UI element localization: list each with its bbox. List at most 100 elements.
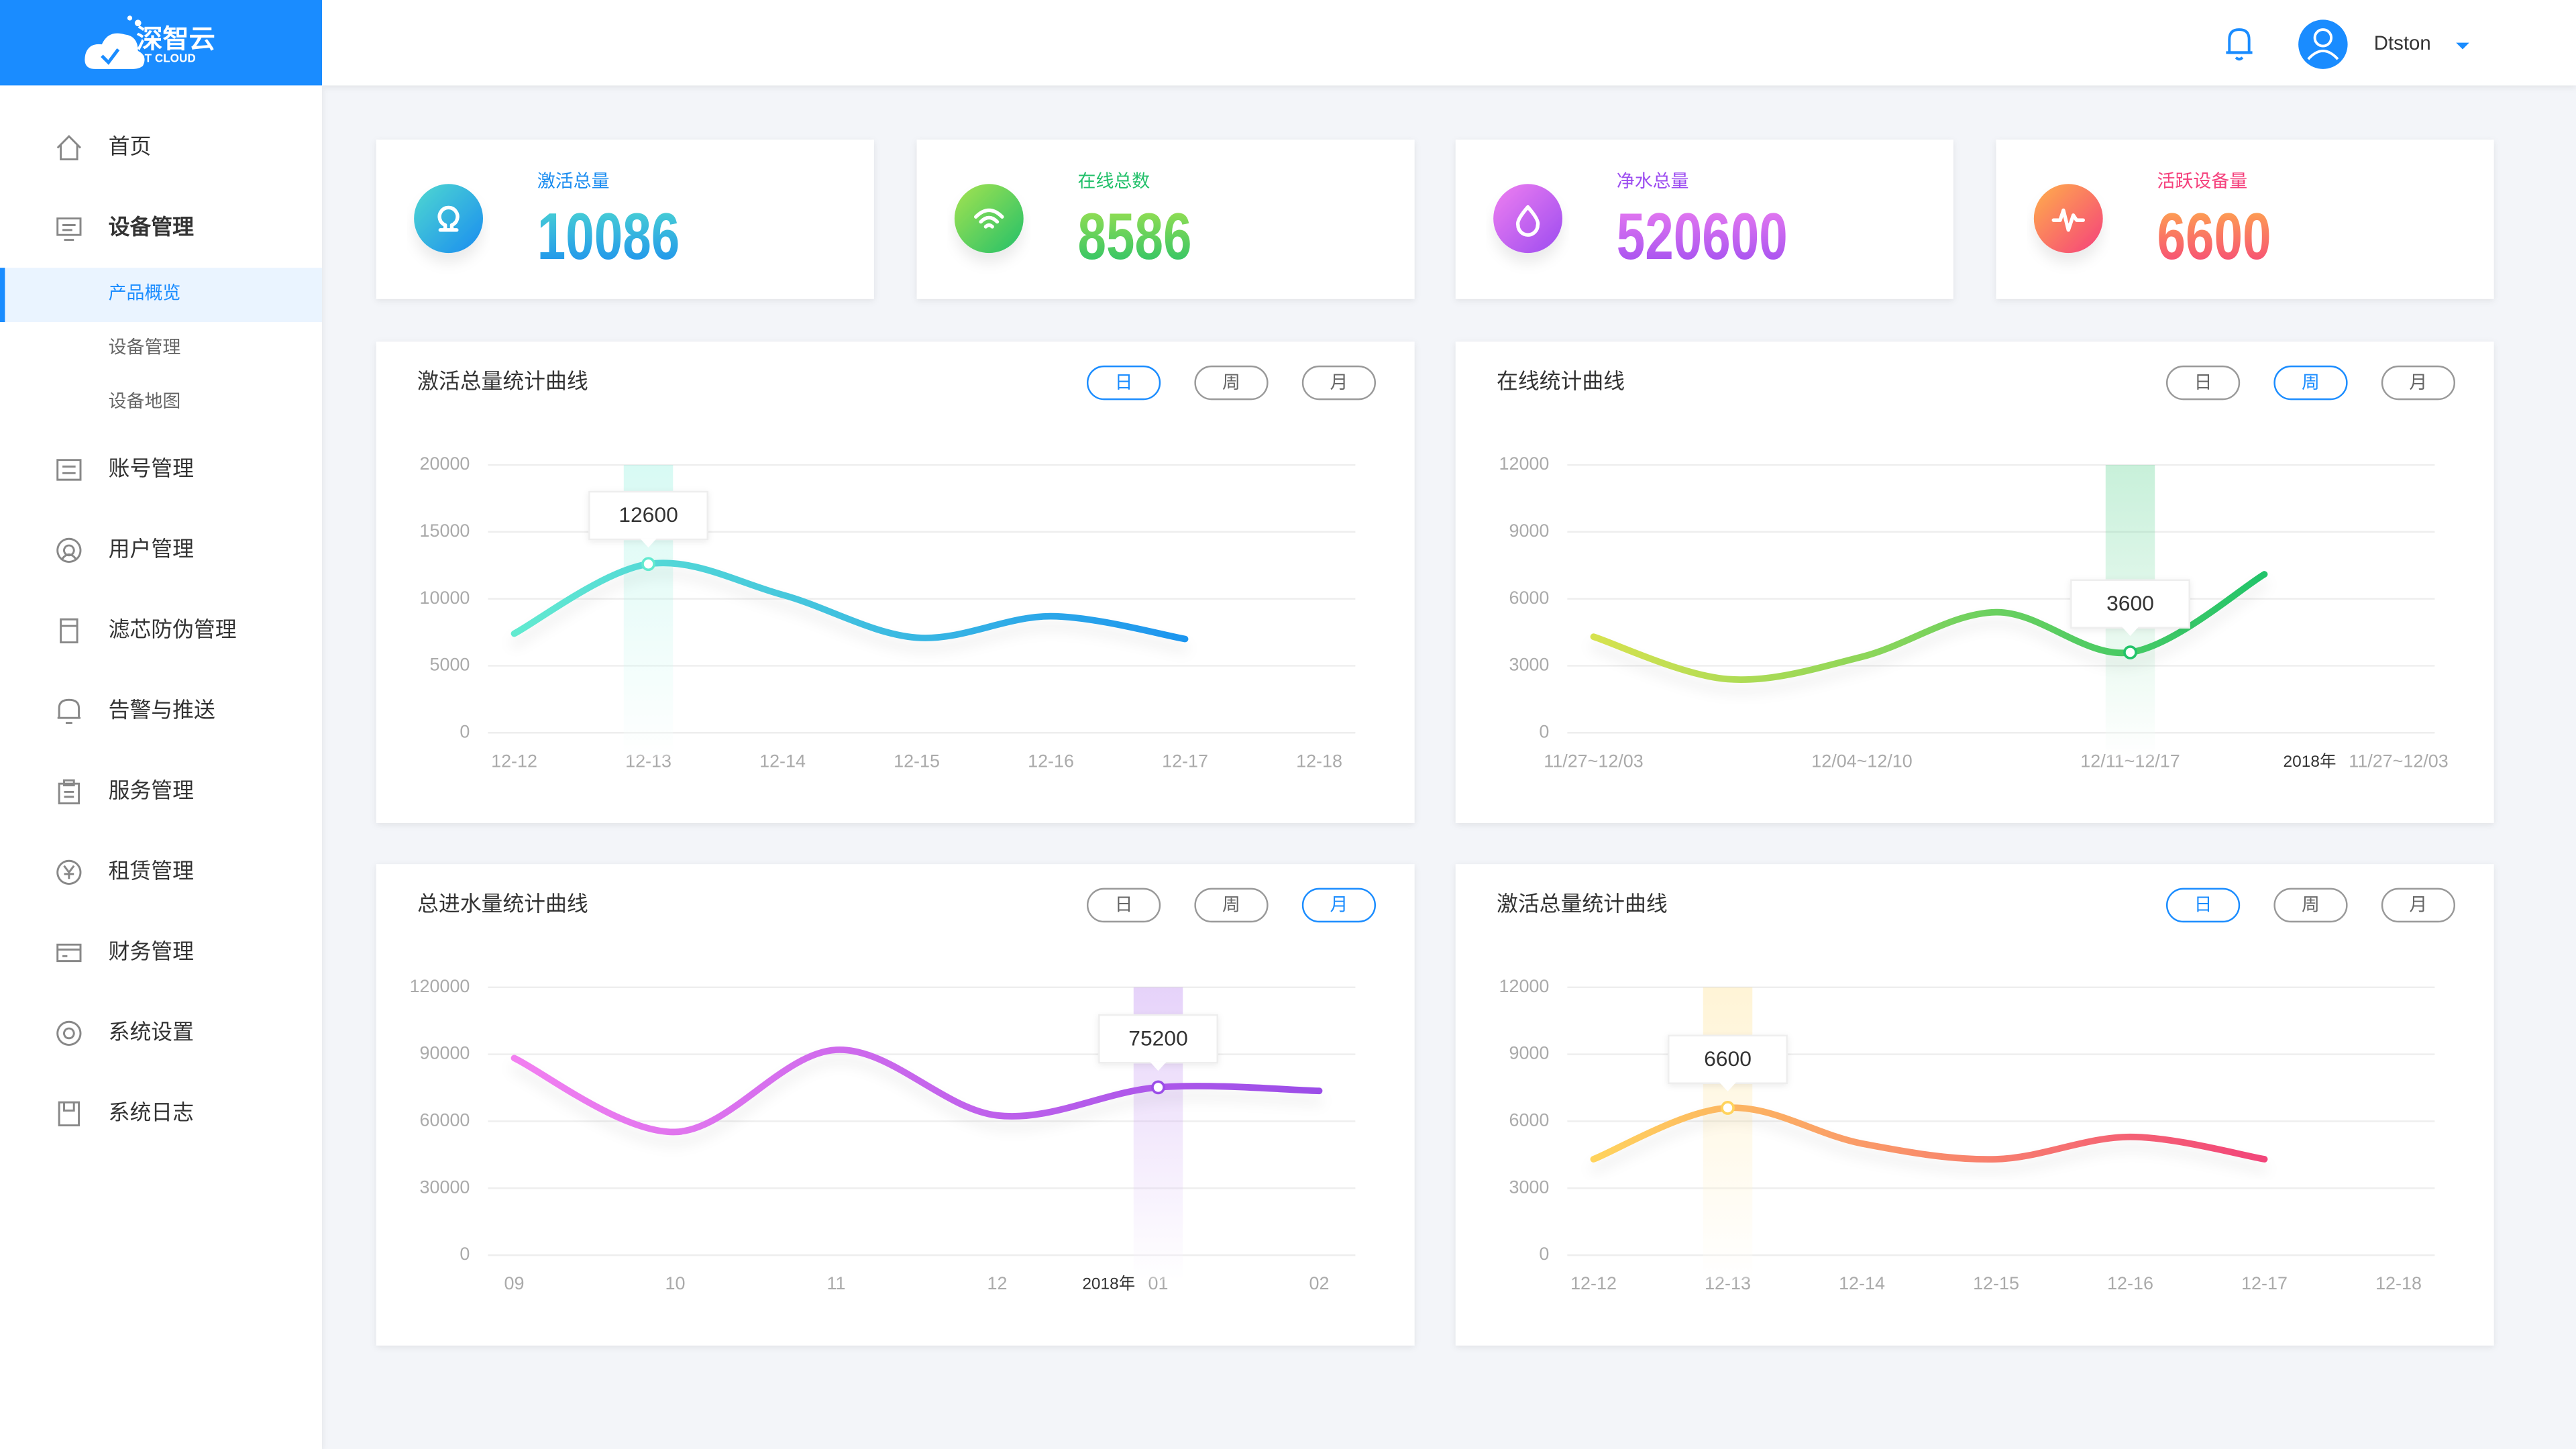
tooltip-box <box>2070 579 2190 629</box>
tab-button[interactable] <box>2273 365 2348 400</box>
stat-label: 活跃设备量 <box>2157 171 2248 191</box>
menu-active-bg <box>0 268 322 322</box>
y-tick-label: 0 <box>460 721 470 741</box>
menu-item[interactable]: 产品概览 <box>109 282 181 303</box>
tab-label[interactable]: 日 <box>2194 372 2212 392</box>
user-name[interactable]: Dtston <box>2374 32 2431 54</box>
tab-label[interactable]: 月 <box>1330 372 1348 392</box>
tooltip-arrow <box>640 538 657 548</box>
stat-icon <box>974 208 1004 229</box>
x-tick-label: 12-16 <box>1028 751 1074 771</box>
tab-label[interactable]: 月 <box>2409 372 2427 392</box>
logo-icon <box>85 15 145 69</box>
tab-button[interactable] <box>1087 888 1161 923</box>
menu-item[interactable]: 系统日志 <box>109 1100 194 1124</box>
tab-button[interactable] <box>2165 888 2241 923</box>
highlight-point <box>1721 1101 1735 1115</box>
tab-label[interactable]: 日 <box>1115 895 1133 915</box>
stat-icon-bg <box>2033 184 2103 254</box>
menu-icon <box>56 1020 82 1046</box>
tooltip-value: 75200 <box>1128 1026 1188 1050</box>
chart-panel <box>376 864 1415 1346</box>
stat-label: 在线总数 <box>1078 171 1150 191</box>
y-tick-label: 30000 <box>420 1177 470 1197</box>
menu-icon <box>56 943 82 963</box>
tab-label[interactable]: 日 <box>1115 372 1133 392</box>
y-tick-label: 60000 <box>420 1110 470 1130</box>
menu-item[interactable]: 滤芯防伪管理 <box>109 617 237 641</box>
menu-item[interactable]: 系统设置 <box>109 1020 194 1044</box>
menu-icon <box>56 217 82 241</box>
tab-button[interactable] <box>1087 365 1161 400</box>
year-annotation: 2018年 <box>1082 1275 1135 1293</box>
menu-icon <box>58 779 80 805</box>
tooltip-arrow <box>1150 1061 1167 1071</box>
tab-button[interactable] <box>2381 365 2456 400</box>
tab-button[interactable] <box>1301 365 1377 400</box>
y-tick-label: 9000 <box>1509 1043 1549 1063</box>
y-tick-label: 120000 <box>410 976 470 996</box>
menu-item[interactable]: 财务管理 <box>109 939 194 963</box>
tab-button[interactable] <box>2381 888 2456 923</box>
tab-label[interactable]: 周 <box>2302 372 2320 392</box>
x-tick-label: 12-14 <box>759 751 806 771</box>
menu-icon <box>56 859 82 885</box>
stat-label: 激活总量 <box>537 171 610 191</box>
tooltip-value: 6600 <box>1704 1046 1752 1071</box>
x-tick-label: 12-12 <box>491 751 537 771</box>
tooltip-value: 3600 <box>2106 591 2154 615</box>
chart-panel <box>1455 864 2494 1346</box>
y-tick-label: 5000 <box>430 655 470 675</box>
menu-item[interactable]: 账号管理 <box>109 456 194 480</box>
tab-button[interactable] <box>2273 888 2348 923</box>
y-tick-label: 10000 <box>420 588 470 608</box>
stat-icon-bg <box>414 184 483 254</box>
menu-item[interactable]: 服务管理 <box>109 778 194 802</box>
chart-panel <box>376 341 1415 823</box>
tab-label[interactable]: 日 <box>2194 895 2212 915</box>
tab-button[interactable] <box>1194 888 1269 923</box>
menu-item[interactable]: 设备管理 <box>109 215 194 239</box>
x-tick-label: 10 <box>665 1273 686 1293</box>
line-series <box>511 1046 1323 1136</box>
user-caret[interactable] <box>2456 42 2469 50</box>
bell-button[interactable] <box>2226 28 2253 61</box>
tooltip-arrow <box>1719 1082 1736 1091</box>
y-tick-label: 20000 <box>420 453 470 474</box>
x-tick-label: 12/04~12/10 <box>1811 751 1912 771</box>
menu-item[interactable]: 告警与推送 <box>109 698 215 722</box>
tab-button[interactable] <box>1194 365 1269 400</box>
chart-title: 激活总量统计曲线 <box>1497 892 1668 916</box>
avatar[interactable] <box>2298 19 2348 69</box>
menu-item[interactable]: 首页 <box>109 134 152 158</box>
stat-value: 6600 <box>2157 199 2271 273</box>
x-tick-label: 11 <box>827 1273 846 1293</box>
tab-button[interactable] <box>1301 888 1377 923</box>
tab-label[interactable]: 月 <box>2409 895 2427 915</box>
menu-item[interactable]: 租赁管理 <box>109 859 194 883</box>
tab-label[interactable]: 周 <box>2302 895 2320 915</box>
menu-icon <box>56 537 82 564</box>
menu-icon <box>58 1101 80 1127</box>
x-tick-label: 12 <box>987 1273 1008 1293</box>
menu-item[interactable]: 设备管理 <box>109 337 181 357</box>
stat-value: 10086 <box>537 199 680 273</box>
tab-label[interactable]: 月 <box>1330 895 1348 915</box>
tab-label[interactable]: 周 <box>1222 372 1240 392</box>
highlight-point <box>2123 645 2137 659</box>
x-tick-label: 12-12 <box>1570 1273 1617 1293</box>
x-tick-label: 09 <box>504 1273 525 1293</box>
tab-button[interactable] <box>2165 365 2241 400</box>
highlight-point <box>641 557 655 572</box>
y-tick-label: 3000 <box>1509 1177 1549 1197</box>
menu-icon <box>57 698 80 724</box>
tab-label[interactable]: 周 <box>1222 895 1240 915</box>
menu-item[interactable]: 用户管理 <box>109 537 194 561</box>
y-tick-label: 12000 <box>1499 976 1550 996</box>
tooltip-box <box>588 490 708 541</box>
y-tick-label: 0 <box>1539 721 1549 741</box>
menu-item[interactable]: 设备地图 <box>109 391 181 411</box>
chart-panel <box>1455 341 2494 823</box>
